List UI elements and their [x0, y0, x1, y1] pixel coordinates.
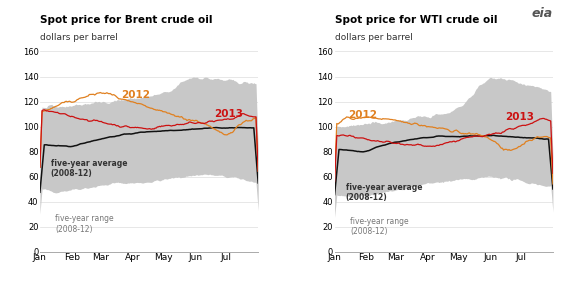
Text: eia: eia	[532, 7, 553, 20]
Text: dollars per barrel: dollars per barrel	[335, 33, 413, 42]
Text: 2013: 2013	[214, 109, 243, 118]
Text: five-year average
(2008-12): five-year average (2008-12)	[51, 159, 127, 178]
Text: 2012: 2012	[348, 110, 377, 120]
Text: dollars per barrel: dollars per barrel	[40, 33, 118, 42]
Text: 2013: 2013	[505, 112, 534, 122]
Text: Spot price for WTI crude oil: Spot price for WTI crude oil	[335, 15, 497, 25]
Text: Spot price for Brent crude oil: Spot price for Brent crude oil	[40, 15, 213, 25]
Text: 2012: 2012	[121, 90, 150, 100]
Text: five-year average
(2008-12): five-year average (2008-12)	[345, 183, 422, 202]
Text: five-year range
(2008-12): five-year range (2008-12)	[350, 217, 409, 236]
Text: five-year range
(2008-12): five-year range (2008-12)	[55, 214, 114, 234]
